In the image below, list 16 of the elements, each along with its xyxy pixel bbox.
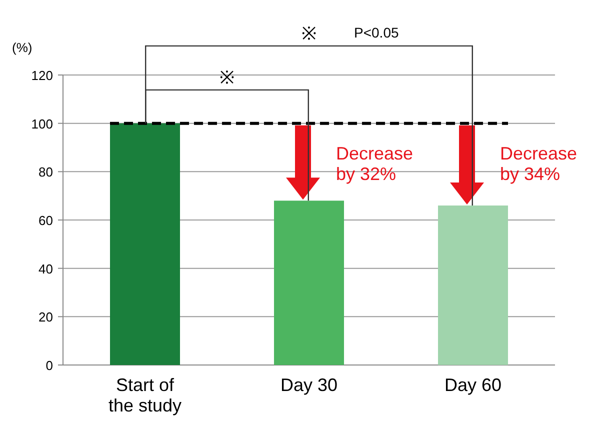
y-tick-label: 60 (38, 213, 53, 228)
y-tick-label: 100 (31, 116, 53, 132)
y-tick-label: 80 (38, 164, 53, 180)
annotation: Decrease by 34% (500, 143, 578, 184)
annotation: Decrease by 32% (336, 143, 414, 184)
text: P<0.05 (354, 24, 399, 40)
y-tick-label: 40 (38, 261, 53, 276)
y-tick-label: 120 (31, 68, 53, 83)
x-tick-label: Day 30 (280, 375, 338, 395)
annotation: ※ (220, 67, 234, 88)
y-tick-label: 20 (38, 310, 53, 325)
y-axis-title: (%) (12, 40, 32, 55)
text: ※ (302, 23, 316, 44)
y-tick-label: 0 (46, 358, 53, 373)
x-tick-label: Day 60 (444, 375, 502, 395)
x-tick-label: Start of the study (108, 375, 182, 416)
